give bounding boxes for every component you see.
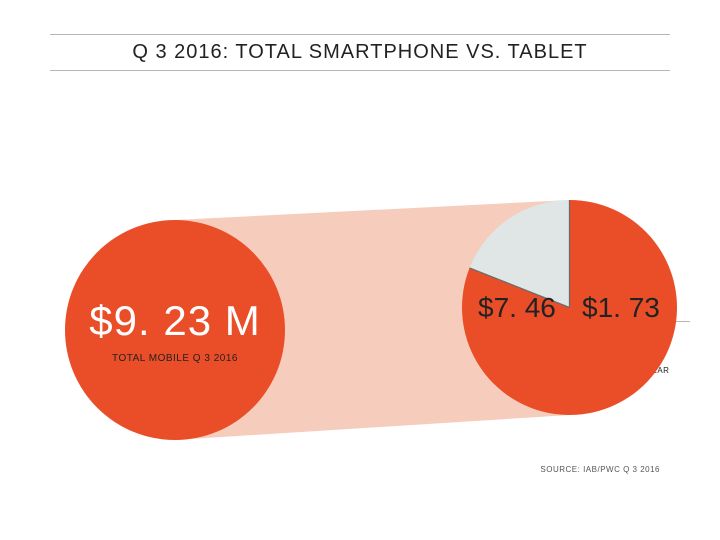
total-circle: $9. 23 M TOTAL MOBILE Q 3 2016	[65, 220, 285, 440]
rule-icon	[50, 70, 670, 71]
content: $9. 23 M TOTAL MOBILE Q 3 2016 $7. 46 $1…	[0, 100, 720, 460]
pie-values: $7. 46 $1. 73	[462, 200, 677, 415]
subcategories-label: SUB CATEGORIES OF TOTAL MOBILE	[327, 303, 422, 329]
pie-value-smartphone: $7. 46	[478, 292, 556, 324]
page: Q 3 2016: TOTAL SMARTPHONE VS. TABLET $9…	[0, 0, 720, 540]
pie-value-tablet: $1. 73	[582, 292, 660, 324]
total-label: TOTAL MOBILE Q 3 2016	[112, 353, 238, 364]
subcategories-label-line1: SUB CATEGORIES	[327, 303, 422, 316]
page-title: Q 3 2016: TOTAL SMARTPHONE VS. TABLET	[50, 35, 670, 70]
subcategories-label-line2: OF TOTAL MOBILE	[327, 316, 422, 329]
title-block: Q 3 2016: TOTAL SMARTPHONE VS. TABLET	[50, 34, 670, 71]
source-text: SOURCE: IAB/PWC Q 3 2016	[540, 465, 660, 474]
total-value: $9. 23 M	[89, 297, 260, 345]
